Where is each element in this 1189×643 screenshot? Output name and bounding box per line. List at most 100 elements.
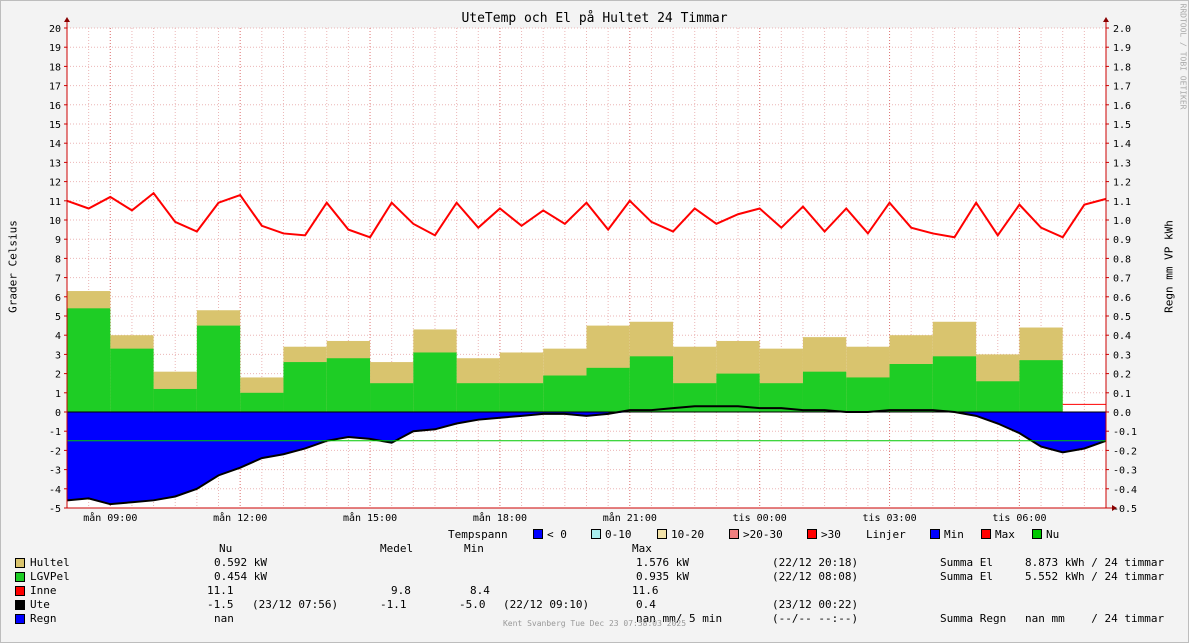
tempspann-item: >20-30 [729,528,783,541]
stats-medel: -1.1 [380,598,407,611]
y-tick-label-right: 1.7 [1113,82,1131,93]
stats-max: 0.935 kW [636,570,689,583]
bar-lgvpel [932,356,977,412]
bar-lgvpel [499,383,544,412]
y-tick-label: 20 [49,24,61,35]
x-tick-label: mån 15:00 [343,511,397,524]
bar-lgvpel [889,364,933,412]
y-tick-label: -4 [49,485,61,496]
y-tick-label: 11 [49,197,61,208]
bar-lgvpel [67,308,111,412]
stats-swatch [15,614,25,624]
y-tick-label-right: 1.5 [1113,120,1131,131]
legend-label: 0-10 [605,528,632,541]
y-tick-label: -3 [49,466,61,477]
tempspann-item: 0-10 [591,528,632,541]
tempspann-item: 10-20 [657,528,704,541]
stats-min-time: (22/12 09:10) [503,598,590,611]
bar-lgvpel [1019,360,1063,412]
stats-row-name: Regn [30,612,57,625]
stats-summa-label: Summa Regn [940,612,1007,625]
y-tick-label: 5 [55,312,61,323]
stats-summa-label: Summa El [940,556,993,569]
stats-row-name: Hultel [30,556,70,569]
x-tick-label: mån 12:00 [213,511,267,524]
bar-lgvpel [543,375,587,412]
stats-nu: -1.5 [207,598,234,611]
bar-lgvpel [370,383,414,412]
stats-max-time: (--/-- --:--) [772,612,859,625]
bar-lgvpel [586,367,630,412]
stats-nu: 0.592 kW [214,556,267,569]
stats-nu-time: (23/12 07:56) [252,598,339,611]
y-tick-label-right: -0.4 [1113,485,1137,496]
bar-lgvpel [802,371,847,412]
y-tick-label: 19 [49,43,61,54]
y-tick-label: 15 [49,120,61,131]
y-tick-label-right: 1.4 [1113,139,1131,150]
legend-swatch [591,529,601,539]
legend-swatch [657,529,667,539]
stats-swatch [15,600,25,610]
legend-swatch [807,529,817,539]
y-tick-label: 18 [49,62,61,73]
legend-swatch [533,529,543,539]
chart-title: UteTemp och El på Hultet 24 Timmar [461,11,728,26]
y-tick-label: 3 [55,350,61,361]
stats-summa-label: Summa El [940,570,993,583]
bar-lgvpel [326,358,371,412]
y-tick-label: 14 [49,139,61,150]
stats-min: -5.0 [459,598,486,611]
legend-label: < 0 [547,528,567,541]
stats-medel: 9.8 [391,584,411,597]
header-medel: Medel [380,542,414,555]
y-tick-label-right: -0.3 [1113,466,1137,477]
y-tick-label-right: -0.1 [1113,427,1137,438]
y-tick-label-right: -0.5 [1113,504,1137,515]
tempspann-item: < 0 [533,528,567,541]
y-tick-label-right: 0.7 [1113,274,1131,285]
bar-lgvpel [629,356,674,412]
stats-row-name: Ute [30,598,50,611]
y-tick-label: -5 [49,504,61,515]
header-max: Max [632,542,652,555]
y-tick-label-right: 2.0 [1113,24,1131,35]
legend-label: >30 [821,528,841,541]
stats-max: 0.4 [636,598,656,611]
y-tick-label: 12 [49,178,61,189]
stats-min: 8.4 [470,584,490,597]
legend-swatch [729,529,739,539]
y-tick-label: -2 [49,446,61,457]
line-ute [66,405,1107,506]
y-tick-label-right: 1.6 [1113,101,1131,112]
y-tick-label-right: 0.4 [1113,331,1131,342]
bar-lgvpel [283,362,327,412]
x-tick-label: tis 06:00 [992,513,1046,524]
y-tick-label-right: 1.2 [1113,178,1131,189]
y-tick-label: 9 [55,235,61,246]
legend-label: Min [944,528,964,541]
y-tick-label-right: 0.1 [1113,389,1131,400]
y-tick-label-right: 1.1 [1113,197,1131,208]
stats-summa: 8.873 kWh / 24 timmar [1025,556,1165,569]
stats-summa: 5.552 kWh / 24 timmar [1025,570,1165,583]
y-tick-label: 1 [55,389,61,400]
stats-summa: nan mm / 24 timmar [1025,612,1165,625]
header-min: Min [464,542,484,555]
stats-nu: 11.1 [207,584,234,597]
tempspann-title: Tempspann [448,528,508,541]
footer-credit: Kent Svanberg Tue Dec 23 07:58:03 2025 [502,619,687,628]
area-ute-below-zero [67,412,1106,505]
y-tick-label-right: 1.0 [1113,216,1131,227]
x-tick-label: mån 09:00 [83,511,137,524]
y-tick-label: 0 [55,408,61,419]
y-tick-label-right: 0.3 [1113,350,1131,361]
x-tick-label: mån 18:00 [473,511,527,524]
bar-lgvpel [976,381,1020,412]
bar-lgvpel [846,377,890,412]
bar-lgvpel [196,325,241,412]
stats-row-name: Inne [30,584,57,597]
y-tick-label-right: 1.8 [1113,62,1131,73]
y-tick-label: 6 [55,293,61,304]
bar-lgvpel [110,348,154,412]
